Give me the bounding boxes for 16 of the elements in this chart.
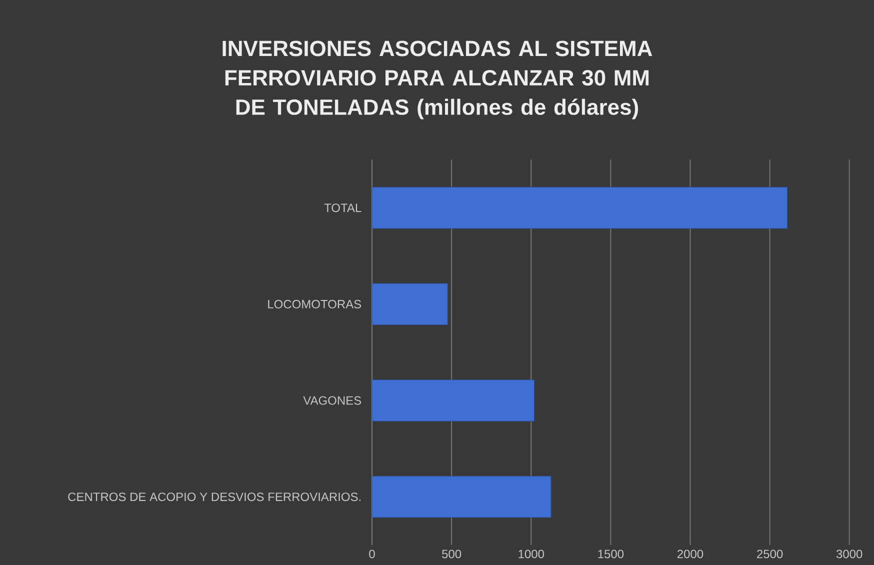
- x-tick-label: 0: [369, 550, 375, 558]
- x-tick-label: 3000: [836, 550, 862, 558]
- bar: [372, 186, 788, 229]
- bar: [372, 380, 535, 422]
- x-tick-label: 500: [442, 550, 462, 558]
- x-tick-label: 1500: [598, 550, 624, 558]
- x-tick-label: 2000: [677, 550, 704, 558]
- y-tick-label: VAGONES: [303, 396, 362, 405]
- y-tick-label: CENTROS DE ACOPIO Y DESVIOS FERROVIARIOS.: [68, 492, 361, 502]
- x-tick-label: 2500: [757, 550, 783, 558]
- x-tick-label: 1000: [518, 550, 544, 558]
- bar: [372, 476, 552, 518]
- chart-title: INVERSIONES ASOCIADAS AL SISTEMA FERROVIARIO PARA ALCANZAR 30 MM DE TONELADAS (millones de dólares): [222, 40, 652, 120]
- y-tick-label: LOCOMOTORAS: [268, 300, 362, 308]
- y-tick-label: TOTAL: [324, 204, 362, 212]
- bar: [372, 283, 448, 326]
